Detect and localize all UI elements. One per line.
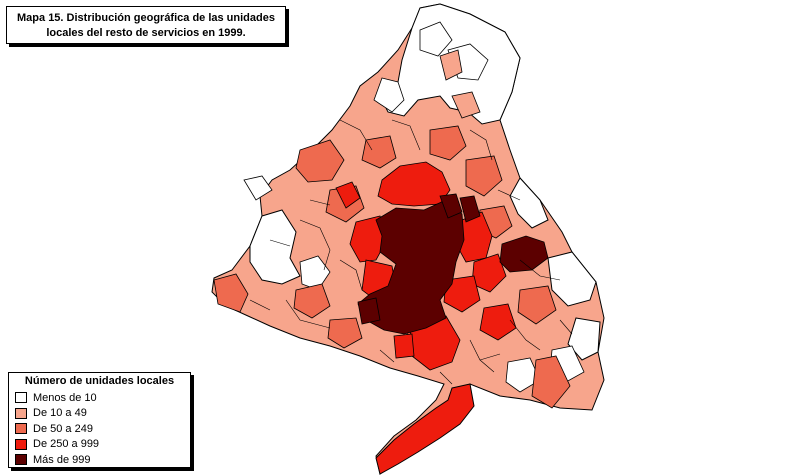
legend-swatch-dark bbox=[15, 454, 27, 466]
legend-label: De 50 a 249 bbox=[33, 422, 93, 435]
municipality-medium-8 bbox=[517, 285, 557, 325]
legend-swatch-light bbox=[15, 407, 27, 419]
municipality-medium-6 bbox=[293, 283, 331, 319]
municipality-red-northwest bbox=[335, 181, 361, 209]
legend-item: De 250 a 999 bbox=[15, 437, 184, 453]
municipality-dark-north bbox=[439, 193, 463, 219]
municipality-white-east-3 bbox=[567, 317, 601, 361]
municipal-boundaries bbox=[249, 119, 573, 385]
legend-item: De 50 a 249 bbox=[15, 421, 184, 437]
map-title-line1: Mapa 15. Distribución geográfica de las … bbox=[17, 12, 275, 24]
municipality-red-south-3 bbox=[443, 275, 481, 313]
legend: Número de unidades locales Menos de 10 D… bbox=[8, 372, 191, 468]
municipality-white-west bbox=[249, 209, 301, 285]
municipality-dark-southwest bbox=[357, 297, 381, 325]
legend-swatch-white bbox=[15, 392, 27, 404]
municipality-medium-3 bbox=[429, 125, 467, 161]
municipality-medium-9 bbox=[531, 355, 571, 409]
municipality-medium-5 bbox=[213, 273, 249, 313]
municipality-white-northwest bbox=[373, 77, 405, 113]
municipality-dark-northeast bbox=[459, 195, 481, 223]
municipality-white-southeast-2 bbox=[505, 357, 541, 393]
municipality-medium-10 bbox=[361, 135, 397, 169]
legend-item: De 10 a 49 bbox=[15, 406, 184, 422]
municipality-white-east bbox=[509, 177, 549, 229]
legend-label: De 250 a 999 bbox=[33, 438, 100, 451]
legend-item: Más de 999 bbox=[15, 452, 184, 468]
municipality-medium-1 bbox=[295, 139, 345, 183]
legend-item: Menos de 10 bbox=[15, 390, 184, 406]
municipality-white-west-2 bbox=[299, 255, 331, 291]
municipality-light-north bbox=[439, 49, 463, 81]
legend-label: Más de 999 bbox=[33, 453, 91, 466]
municipality-white-north-3 bbox=[419, 21, 453, 57]
legend-swatch-red bbox=[15, 438, 27, 450]
municipality-dark-east bbox=[499, 235, 549, 273]
municipality-medium-4 bbox=[465, 155, 503, 197]
municipality-red-aranjuez bbox=[375, 383, 475, 475]
map-title: Mapa 15. Distribución geográfica de las … bbox=[6, 6, 286, 44]
legend-swatch-medium bbox=[15, 423, 27, 435]
legend-title: Número de unidades locales bbox=[24, 375, 175, 387]
municipality-red-southeast bbox=[479, 303, 517, 341]
map-title-line2: locales del resto de servicios en 1999. bbox=[46, 27, 246, 39]
municipality-medium-12 bbox=[327, 317, 363, 349]
municipality-red-south-2 bbox=[393, 333, 415, 359]
legend-label: De 10 a 49 bbox=[33, 407, 87, 420]
municipality-light-north-2 bbox=[451, 91, 481, 119]
municipality-white-east-2 bbox=[547, 251, 597, 307]
legend-label: Menos de 10 bbox=[33, 391, 97, 404]
municipality-white-northwest-2 bbox=[243, 175, 273, 201]
